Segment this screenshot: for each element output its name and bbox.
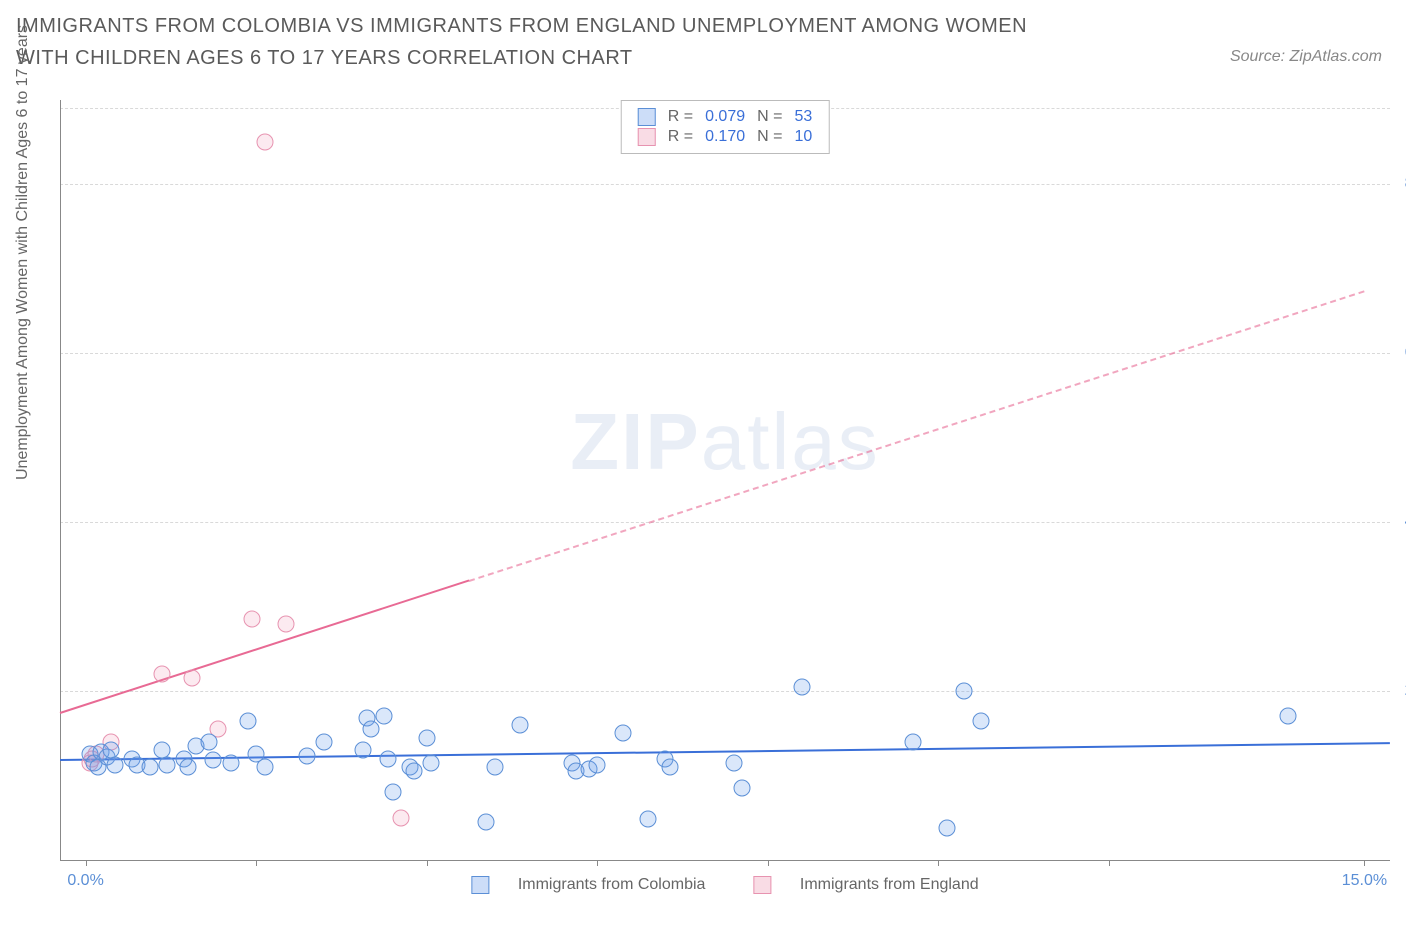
data-point-colombia [938,819,955,836]
y-axis-label: Unemployment Among Women with Children A… [14,25,32,480]
data-point-colombia [222,754,239,771]
data-point-colombia [256,759,273,776]
x-tick [1109,860,1110,866]
legend-n-label: N = [751,107,788,127]
x-tick-label: 0.0% [67,872,103,890]
data-point-colombia [239,712,256,729]
gridline [60,184,1390,185]
data-point-colombia [661,759,678,776]
legend-n-value: 10 [788,127,818,147]
chart-title: IMMIGRANTS FROM COLOMBIA VS IMMIGRANTS F… [16,10,1086,74]
data-point-colombia [422,754,439,771]
data-point-colombia [141,759,158,776]
data-point-colombia [375,708,392,725]
y-axis [60,100,61,860]
y-tick-label: 20.0% [1394,682,1406,700]
data-point-colombia [158,757,175,774]
data-point-england [277,615,294,632]
data-point-colombia [478,814,495,831]
data-point-colombia [405,763,422,780]
legend-swatch [471,876,489,894]
x-tick [768,860,769,866]
y-tick-label: 60.0% [1394,344,1406,362]
legend-swatch [753,876,771,894]
legend-row: R =0.079N =53 [632,107,819,127]
data-point-colombia [201,733,218,750]
y-tick-label: 40.0% [1394,513,1406,531]
x-tick [1364,860,1365,866]
data-point-colombia [614,725,631,742]
x-tick-label: 15.0% [1342,872,1387,890]
data-point-colombia [955,683,972,700]
x-tick [86,860,87,866]
trend-line [60,580,470,714]
legend-r-value: 0.170 [699,127,751,147]
x-axis [60,860,1390,861]
data-point-colombia [418,729,435,746]
legend-series: Immigrants from Colombia Immigrants from… [447,876,1002,894]
data-point-colombia [380,750,397,767]
data-point-england [393,809,410,826]
legend-r-label: R = [662,127,699,147]
data-point-england [184,670,201,687]
legend-correlation: R =0.079N =53R =0.170N =10 [621,100,830,154]
legend-r-label: R = [662,107,699,127]
data-point-colombia [512,716,529,733]
trend-line [469,290,1365,582]
data-point-colombia [354,742,371,759]
legend-n-value: 53 [788,107,818,127]
x-tick [256,860,257,866]
legend-item: Immigrants from Colombia [459,876,717,893]
source-label: Source: ZipAtlas.com [1230,48,1382,66]
data-point-england [256,134,273,151]
data-point-england [154,666,171,683]
y-tick-label: 80.0% [1394,175,1406,193]
data-point-colombia [1279,708,1296,725]
data-point-colombia [316,733,333,750]
data-point-colombia [205,752,222,769]
legend-row: R =0.170N =10 [632,127,819,147]
legend-item: Immigrants from England [741,876,990,893]
data-point-colombia [107,757,124,774]
data-point-colombia [589,757,606,774]
gridline [60,522,1390,523]
data-point-colombia [179,759,196,776]
data-point-colombia [725,754,742,771]
gridline [60,353,1390,354]
data-point-colombia [793,678,810,695]
legend-label: Immigrants from England [800,876,979,893]
gridline [60,691,1390,692]
data-point-colombia [486,759,503,776]
chart-area: ZIPatlas 20.0%40.0%60.0%80.0%0.0%15.0% R… [60,100,1390,860]
data-point-colombia [972,712,989,729]
data-point-colombia [640,811,657,828]
data-point-colombia [904,733,921,750]
data-point-colombia [384,784,401,801]
legend-swatch [638,128,656,146]
data-point-england [243,611,260,628]
data-point-colombia [734,780,751,797]
x-tick [938,860,939,866]
legend-r-value: 0.079 [699,107,751,127]
data-point-colombia [363,721,380,738]
x-tick [597,860,598,866]
legend-n-label: N = [751,127,788,147]
x-tick [427,860,428,866]
data-point-colombia [299,748,316,765]
legend-label: Immigrants from Colombia [518,876,706,893]
legend-swatch [638,108,656,126]
scatter-plot: 20.0%40.0%60.0%80.0%0.0%15.0% [60,100,1390,860]
